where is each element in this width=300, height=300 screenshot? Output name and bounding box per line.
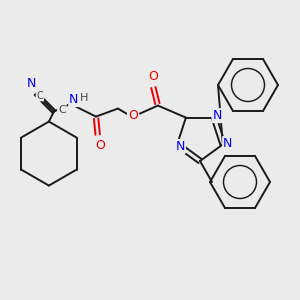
Text: H: H — [80, 93, 88, 103]
Text: O: O — [128, 109, 138, 122]
Text: N: N — [27, 77, 37, 90]
Text: O: O — [148, 70, 158, 83]
Text: N: N — [176, 140, 185, 153]
Text: N: N — [212, 109, 222, 122]
Text: O: O — [95, 139, 105, 152]
Text: N: N — [69, 93, 79, 106]
Text: N: N — [223, 137, 232, 150]
Text: C: C — [58, 105, 66, 115]
Text: C: C — [37, 91, 43, 100]
